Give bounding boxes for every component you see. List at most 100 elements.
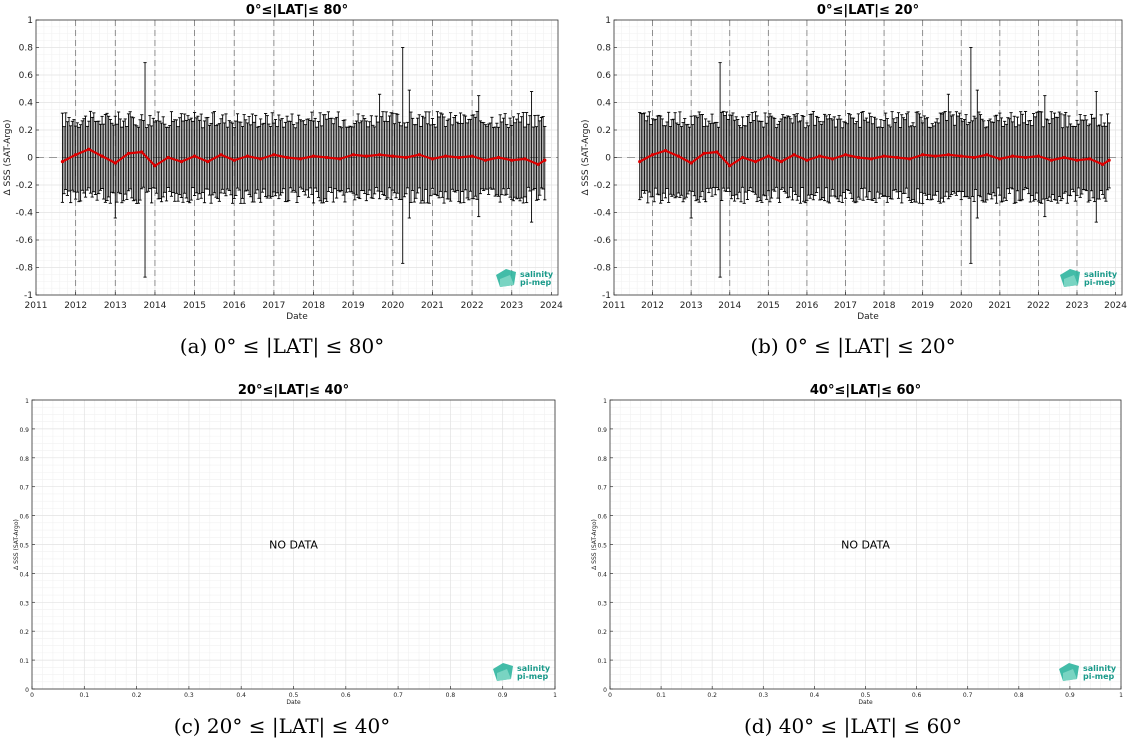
chart-panel-a: 2011 2012 2013 2014 2015 2016 2017 2018 2019 2020… <box>0 0 564 322</box>
mean-point <box>74 153 78 157</box>
x-tick-label: 2024 <box>540 301 563 311</box>
y-tick-label: 0.3 <box>597 600 607 607</box>
x-tick-label: 2022 <box>1027 301 1050 311</box>
caption-a: (a) 0° ≤ |LAT| ≤ 80° <box>179 334 385 358</box>
y-tick-label: 0.9 <box>597 427 607 434</box>
mean-point <box>895 155 899 160</box>
x-tick-label: 0.6 <box>341 692 351 699</box>
mean-line <box>639 149 1110 167</box>
caption-c: (c) 20° ≤ |LAT| ≤ 40° <box>173 714 391 738</box>
y-tick-label: 0.7 <box>597 485 607 492</box>
mean-point <box>1101 162 1105 166</box>
mean-point <box>702 151 706 155</box>
x-axis-label: Date <box>286 699 301 706</box>
y-tick-label: 0.2 <box>19 126 33 136</box>
x-tick-label: 2018 <box>873 301 896 311</box>
x-tick-label: 0.8 <box>1014 692 1024 699</box>
mean-point <box>818 154 822 158</box>
mean-point <box>689 161 693 165</box>
mean-point <box>638 160 642 164</box>
y-tick-label: 0.2 <box>19 629 29 636</box>
mean-point <box>153 164 157 168</box>
y-tick-label: 0.5 <box>19 543 29 550</box>
mean-point <box>869 157 873 161</box>
mean-point <box>536 162 540 166</box>
logo-mark-icon <box>497 669 511 681</box>
x-tick-label: 2021 <box>421 301 444 311</box>
chart-c: 0 0.1 0.2 0.3 0.4 0.5 0.6 0.7 0.8 0.9 1 0 0.1 0.2 0.3 0… <box>13 383 557 706</box>
mean-point <box>166 155 170 160</box>
logo-text-line2: pi-mep <box>1083 672 1115 681</box>
y-tick-label: 0.4 <box>597 99 612 109</box>
x-tick-label: 2023 <box>1066 301 1089 311</box>
y-tick-label: 0.5 <box>597 543 607 550</box>
chart-title: 20°≤|LAT|≤ 40° <box>238 383 349 398</box>
y-axis-label: Δ SSS (SAT-Argo) <box>3 119 13 195</box>
mean-point <box>676 154 680 158</box>
mean-point <box>219 153 223 157</box>
y-tick-label: 0 <box>25 687 29 694</box>
chart-panel-c: 0 0.1 0.2 0.3 0.4 0.5 0.6 0.7 0.8 0.9 1 0 0.1 0.2 0.3 0… <box>0 378 564 708</box>
mean-point <box>1049 158 1053 162</box>
x-tick-label: 0.1 <box>80 692 90 699</box>
y-tick-label: -0.6 <box>593 236 611 246</box>
x-tick-label: 0.3 <box>184 692 194 699</box>
mean-point <box>510 158 514 162</box>
x-tick-label: 0.9 <box>1065 692 1075 699</box>
mean-point <box>272 153 276 157</box>
mean-point <box>715 150 719 154</box>
mean-point <box>959 154 963 158</box>
x-tick-label: 1 <box>1119 692 1123 699</box>
x-tick-label: 0.4 <box>236 692 246 699</box>
y-tick-label: 0 <box>603 687 607 694</box>
mean-point <box>779 160 783 164</box>
x-tick-label: 0.4 <box>810 692 820 699</box>
x-axis-label: Date <box>857 312 879 322</box>
mean-point <box>1011 154 1015 158</box>
x-axis-label: Date <box>286 312 308 322</box>
y-tick-label: 1 <box>605 16 611 26</box>
y-tick-label: 1 <box>25 398 29 405</box>
mean-point <box>496 155 501 160</box>
mean-point <box>126 151 131 155</box>
chart-title: 0°≤|LAT|≤ 20° <box>817 3 919 18</box>
mean-point <box>946 153 950 157</box>
logo-mark-icon <box>500 275 514 287</box>
y-tick-label: -0.2 <box>593 181 611 191</box>
x-tick-label: 0.9 <box>498 692 508 699</box>
mean-point <box>483 158 487 162</box>
mean-point <box>351 153 355 157</box>
mean-point <box>882 154 886 158</box>
mean-point <box>87 147 91 151</box>
x-tick-label: 2022 <box>461 301 484 311</box>
no-data-label: NO DATA <box>841 539 890 552</box>
x-tick-label: 2011 <box>603 301 626 311</box>
x-tick-label: 2016 <box>795 301 818 311</box>
mean-point <box>972 155 976 160</box>
y-tick-label: 0.1 <box>19 658 29 665</box>
chart-b: 2011 2012 2013 2014 2015 2016 2017 2018 2019 2020… <box>581 3 1127 322</box>
chart-title: 0°≤|LAT|≤ 80° <box>246 3 348 18</box>
caption-d: (d) 40° ≤ |LAT| ≤ 60° <box>743 714 963 738</box>
mean-point <box>338 157 342 161</box>
y-tick-label: 0.7 <box>19 485 29 492</box>
y-tick-label: -0.4 <box>15 209 33 219</box>
x-tick-label: 2015 <box>183 301 206 311</box>
no-data-label: NO DATA <box>269 539 318 552</box>
x-tick-label: 2018 <box>302 301 325 311</box>
y-tick-label: 0.8 <box>597 456 607 463</box>
mean-point <box>1107 158 1111 162</box>
mean-point <box>140 150 144 154</box>
mean-point <box>523 157 527 161</box>
y-tick-label: 0 <box>605 154 611 164</box>
mean-point <box>741 155 745 160</box>
mean-point <box>391 154 395 158</box>
x-axis-label: Date <box>858 699 873 706</box>
x-tick-label: 2024 <box>1104 301 1127 311</box>
mean-point <box>1088 157 1092 161</box>
y-tick-label: -0.8 <box>593 264 611 274</box>
x-tick-label: 2014 <box>143 301 166 311</box>
